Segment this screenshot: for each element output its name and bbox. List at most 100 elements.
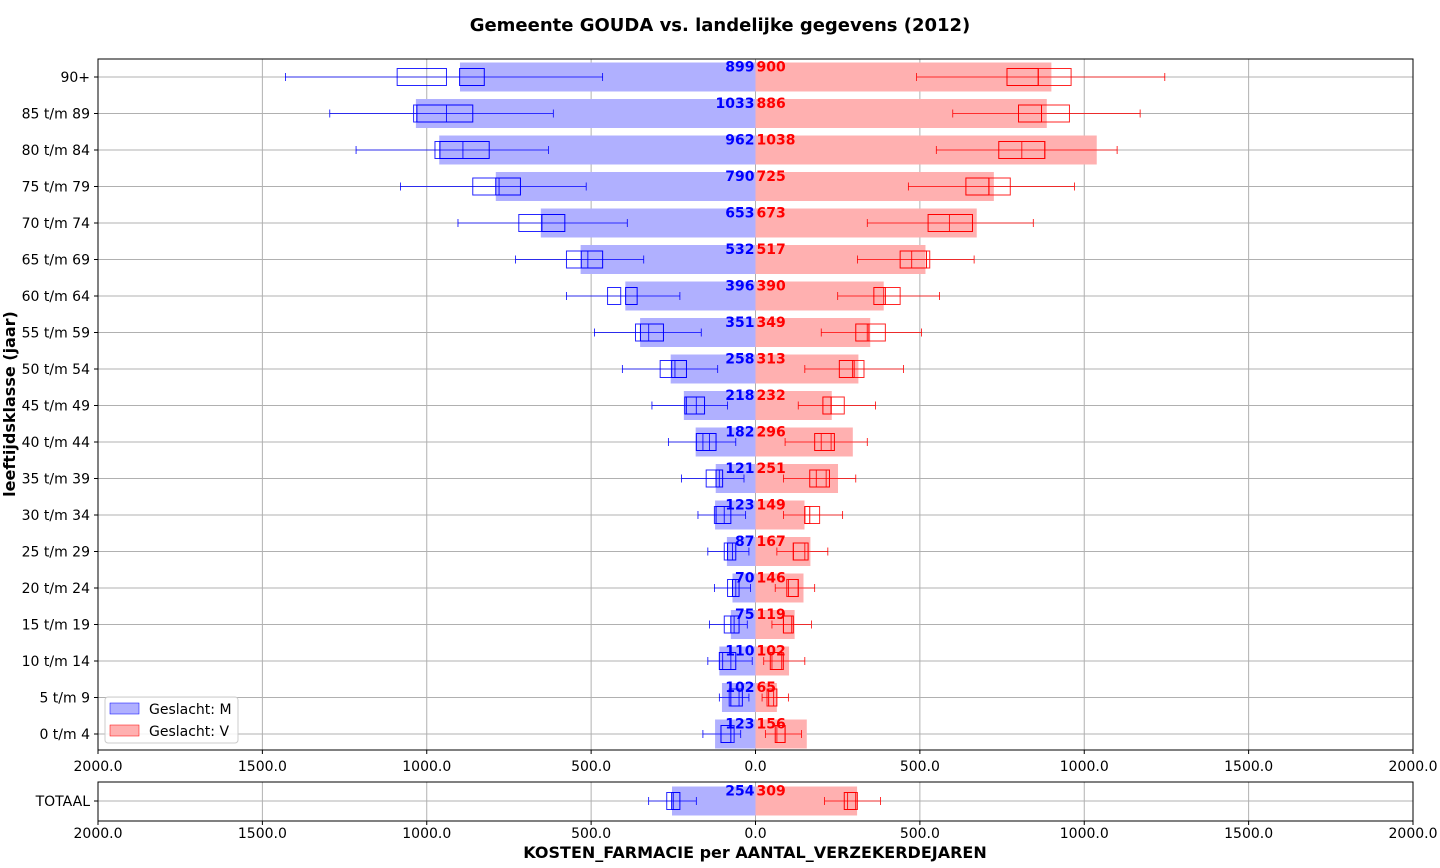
quartile-box-M <box>715 506 732 524</box>
quartile-box-M <box>541 214 566 232</box>
main-row: 899 900 90+ <box>60 60 1166 92</box>
quartile-box-V <box>822 396 832 415</box>
y-tick-label: 85 t/m 89 <box>22 107 90 123</box>
quartile-box-V <box>774 725 786 743</box>
value-label-M: 653 <box>725 206 754 222</box>
y-tick-label: 75 t/m 79 <box>22 180 90 196</box>
quartile-box-V <box>927 214 973 232</box>
quartile-box-V <box>787 579 799 597</box>
y-tick-label: 80 t/m 84 <box>22 143 90 159</box>
value-label-V: 673 <box>757 206 786 222</box>
legend-label-V: Geslacht: V <box>149 724 229 740</box>
legend-swatch-M <box>109 702 140 715</box>
main-frame <box>97 58 1414 751</box>
legend: Geslacht: M Geslacht: V <box>104 696 239 744</box>
quartile-box-M <box>459 68 485 86</box>
value-label-V: 146 <box>757 571 786 587</box>
quartile-box-M <box>730 615 740 634</box>
quartile-box-V <box>843 792 857 810</box>
quartile-box-V <box>769 652 783 670</box>
value-label-M: 123 <box>725 717 754 733</box>
quartile-box-M <box>684 396 706 415</box>
total-x-tick-label: 2000.0 <box>74 826 123 842</box>
main-x-tick-label: 500.0 <box>900 759 940 775</box>
legend-swatch-V <box>109 724 140 737</box>
total-x-tick-label: 1000.0 <box>402 826 451 842</box>
main-row: 182 296 40 t/m 44 <box>22 425 868 457</box>
quartile-box-V <box>998 141 1046 159</box>
main-row: 351 349 55 t/m 59 <box>22 315 922 347</box>
value-label-V: 886 <box>757 96 786 112</box>
y-tick-label: 20 t/m 24 <box>22 581 90 597</box>
quartile-box-V <box>965 177 990 196</box>
value-label-M: 218 <box>725 388 754 404</box>
quartile-box-M <box>639 323 664 342</box>
main-x-tick-label: 1500.0 <box>238 759 287 775</box>
main-row: 75 119 15 t/m 19 <box>22 607 812 639</box>
chart-title: Gemeente GOUDA vs. landelijke gegevens (… <box>470 15 971 36</box>
value-label-M: 182 <box>725 425 754 441</box>
main-row: 396 390 60 t/m 64 <box>22 279 940 311</box>
value-label-V: 313 <box>757 352 786 368</box>
main-x-tick-label: 1000.0 <box>1060 759 1109 775</box>
main-row: 70 146 20 t/m 24 <box>22 571 816 603</box>
quartile-box-V <box>873 287 886 305</box>
value-label-M: 254 <box>725 784 754 800</box>
total-x-tick-label: 1500.0 <box>238 826 287 842</box>
y-tick-label: 65 t/m 69 <box>22 253 90 269</box>
value-label-M: 70 <box>735 571 755 587</box>
legend-label-M: Geslacht: M <box>149 702 232 718</box>
value-label-V: 725 <box>757 169 786 185</box>
main-row: 123 149 30 t/m 34 <box>22 498 844 530</box>
main-plot-area: 2000.0 1500.0 1000.0 500.0 0.0 500.0 1000.0 150… <box>22 58 1438 775</box>
quartile-box-V <box>782 615 794 634</box>
main-x-tick-label: 2000.0 <box>1389 759 1438 775</box>
total-plot-area: 2000.0 1500.0 1000.0 500.0 0.0 500.0 1000.0 150… <box>35 781 1438 842</box>
quartile-box-M <box>495 177 521 196</box>
quartile-box-M <box>416 104 474 123</box>
total-x-tick-label: 0.0 <box>744 826 766 842</box>
y-tick-label: 35 t/m 39 <box>22 472 90 488</box>
value-label-V: 102 <box>757 644 786 660</box>
value-label-V: 1038 <box>757 133 796 149</box>
value-label-M: 1033 <box>716 96 755 112</box>
y-tick-label: 45 t/m 49 <box>22 399 90 415</box>
y-tick-label: 15 t/m 19 <box>22 618 90 634</box>
quartile-box-M <box>718 652 737 670</box>
value-label-M: 351 <box>725 315 754 331</box>
main-x-tick-label: 1500.0 <box>1224 759 1273 775</box>
main-row: 121 251 35 t/m 39 <box>22 461 857 493</box>
quartile-box-M <box>720 725 732 743</box>
value-label-M: 75 <box>735 607 754 623</box>
quartile-box-M <box>715 469 724 488</box>
value-label-V: 167 <box>757 534 786 550</box>
value-label-V: 900 <box>757 60 786 76</box>
main-x-tick-label: 500.0 <box>571 759 611 775</box>
y-tick-label: 70 t/m 74 <box>22 216 90 232</box>
main-x-tick-label: 0.0 <box>744 759 766 775</box>
quartile-box-M <box>625 287 638 305</box>
value-label-V: 232 <box>757 388 786 404</box>
total-x-tick-label: 500.0 <box>900 826 940 842</box>
quartile-box-M <box>671 360 687 378</box>
quartile-box-M <box>727 542 737 561</box>
main-x-tick-label: 1000.0 <box>402 759 451 775</box>
main-row: 123 156 0 t/m 4 <box>39 717 807 749</box>
quartile-box-V <box>1018 104 1043 123</box>
value-label-V: 309 <box>757 784 786 800</box>
value-label-V: 149 <box>757 498 786 514</box>
quartile-box-V <box>1006 68 1039 86</box>
value-label-M: 102 <box>725 680 754 696</box>
y-tick-label: 55 t/m 59 <box>22 326 90 342</box>
y-tick-label: 60 t/m 64 <box>22 289 90 305</box>
main-row: 110 102 10 t/m 14 <box>22 644 806 676</box>
value-label-M: 532 <box>725 242 754 258</box>
main-row: 790 725 75 t/m 79 <box>22 169 1075 201</box>
total-x-tick-label: 2000.0 <box>1389 826 1438 842</box>
value-label-M: 258 <box>725 352 754 368</box>
y-tick-label: 50 t/m 54 <box>22 362 90 378</box>
y-tick-label: 30 t/m 34 <box>22 508 90 524</box>
total-x-tick-label: 1000.0 <box>1060 826 1109 842</box>
value-label-V: 517 <box>757 242 786 258</box>
